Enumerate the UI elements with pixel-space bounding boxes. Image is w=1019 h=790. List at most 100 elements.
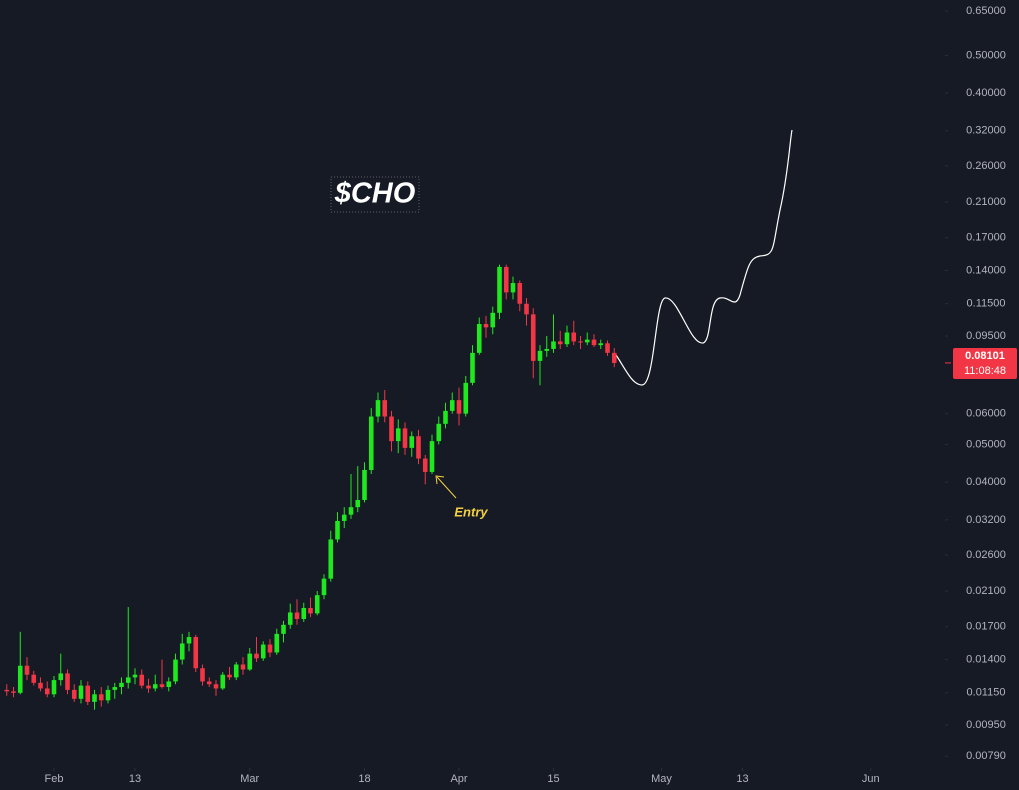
candle-body [422,458,428,472]
candle-body [557,341,563,345]
entry-arrow-head [435,475,445,485]
x-tick-label: Mar [240,773,259,785]
candle-body [65,673,70,690]
candle-body [112,687,118,690]
y-tick-label: 0.17000 [966,232,1006,244]
candle-body [470,352,475,383]
candle-body [152,684,158,689]
candle-body [274,633,280,653]
y-tick-label: 0.65000 [966,5,1006,17]
candle-body [24,665,30,675]
candle-body [98,694,104,701]
candle-body [443,410,448,424]
candle-body [206,681,212,685]
candle-body [584,339,590,343]
candle-body [85,685,91,702]
candle-body [247,653,253,670]
candle-body [362,469,367,500]
candle-body [213,684,219,689]
candle-body [551,341,556,349]
candle-body [159,684,165,688]
y-tick-label: 0.00950 [966,719,1006,731]
candle-body [598,343,604,346]
candle-body [240,664,246,670]
candle-body [105,689,111,701]
y-tick-label: 0.09500 [966,330,1006,342]
candle-body [132,674,138,678]
candle-body [530,314,536,361]
x-tick-label: Apr [450,773,467,785]
candle-body [578,341,583,343]
candle-body [125,677,131,683]
candle-body [287,612,293,625]
candle-body [510,283,516,293]
candle-body [173,659,178,682]
x-tick-label: Jun [862,773,880,785]
candle-body [341,514,347,521]
candle-body [524,303,529,315]
candle-body [31,674,37,683]
candle-body [429,441,435,472]
candle-body [375,400,381,417]
candle-body [294,612,300,620]
title-box [330,176,420,213]
candle-body [335,520,340,540]
candle-body [58,673,64,681]
y-tick-label: 0.50000 [966,49,1006,61]
y-tick-label: 0.11500 [967,298,1006,310]
candle-body [490,312,496,328]
candle-body [166,681,172,688]
candle-body [119,682,124,688]
candle-body [281,624,286,634]
candle-body [348,507,354,515]
candle-body [4,689,10,692]
candle-body [497,266,502,313]
candle-body [544,348,550,351]
candle-body [260,644,266,659]
candle-body [564,332,570,345]
y-tick-label: 0.02600 [966,549,1006,561]
y-tick-label: 0.06000 [966,408,1006,420]
y-tick-label: 0.21000 [966,196,1006,208]
candle-body [463,382,469,414]
y-tick-label: 0.03200 [966,514,1006,526]
candle-body [78,685,84,699]
candle-body [321,578,327,596]
candle-body [436,423,442,442]
candle-body [220,674,226,689]
y-tick-label: 0.26000 [966,160,1006,172]
candle-body [254,653,259,659]
projection-line [615,129,793,386]
candle-body [395,428,401,442]
y-tick-label: 0.01700 [966,621,1006,633]
x-tick-label: May [651,773,672,785]
x-axis-panel [0,768,1019,790]
x-tick-label: 13 [736,773,748,785]
y-tick-label: 0.40000 [966,87,1006,99]
y-tick-label: 0.01400 [966,653,1006,665]
candle-body [355,499,361,508]
candle-body [233,664,239,678]
candle-body [611,352,617,363]
entry-arrow [436,476,457,499]
candle-body [503,266,509,293]
candle-body [200,668,205,682]
last-price-box [953,347,1017,379]
candle-body [416,436,421,459]
candle-body [308,607,313,614]
candle-body [409,436,415,448]
candle-body [193,637,199,669]
candle-body [456,400,462,414]
candle-body [11,691,16,693]
x-tick-label: 13 [129,773,141,785]
candle-body [17,665,23,693]
annotation: Entry [454,504,488,519]
y-tick-label: 0.05000 [966,438,1006,450]
candle-body [476,324,482,353]
candle-body [71,689,77,699]
y-tick-label: 0.01150 [967,687,1006,699]
candle-body [38,682,43,689]
x-tick-label: 15 [547,773,559,785]
